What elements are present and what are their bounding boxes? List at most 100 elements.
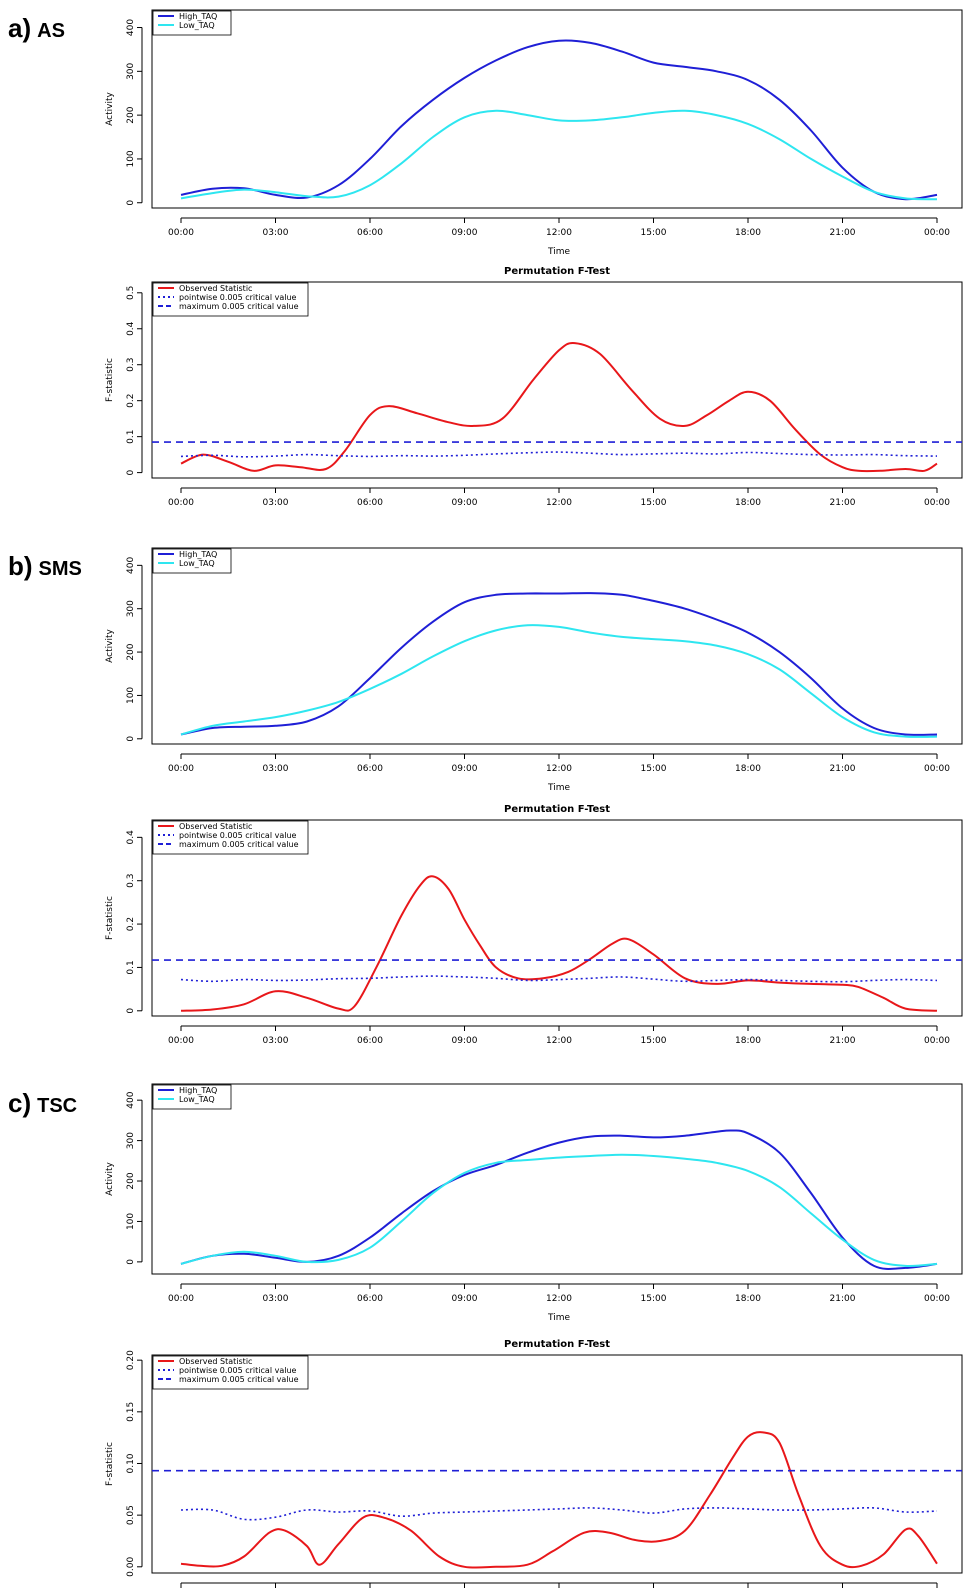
y-tick-label: 200 [126,1172,136,1189]
legend-label: maximum 0.005 critical value [179,302,299,311]
f-test-chart-as: Permutation F-Test 00:00 03:00 06:00 09:00 12… [105,266,963,508]
f-test-chart-sms: Permutation F-Test 00:00 03:00 06:00 09:00 12… [105,804,963,1046]
y-tick-label: 0.1 [126,429,136,443]
series-line-low-taq [180,109,938,201]
y-tick-label: 400 [126,1091,136,1108]
y-tick-label: 0 [126,200,136,206]
legend-label: maximum 0.005 critical value [179,1375,299,1384]
y-tick-label: 100 [126,687,136,704]
legend-label: pointwise 0.005 critical value [179,293,297,302]
x-tick-label: 15:00 [641,498,667,508]
activity-chart-tsc: 00:00 03:00 06:00 09:00 12:00 15:00 18:00 21:00… [105,1083,963,1323]
series-line-observed-statistic [180,875,938,1012]
series-line-high-taq [180,1129,938,1270]
legend-label: High_TAQ [179,550,217,559]
activity-chart-as: 00:00 03:00 06:00 09:00 12:00 15:00 18:00 21:00… [105,9,963,257]
y-axis-label: Activity [105,92,115,126]
legend-label: High_TAQ [179,1086,217,1095]
x-tick-label: 12:00 [546,228,572,238]
y-tick-label: 100 [126,150,136,167]
activity-chart-sms: 00:00 03:00 06:00 09:00 12:00 15:00 18:00 21:00… [105,547,963,793]
x-tick-label: 15:00 [641,1036,667,1046]
plot-frame [151,819,963,1017]
x-tick-label: 09:00 [452,1036,478,1046]
x-tick-label: 00:00 [168,1294,194,1304]
x-axis-label: Time [547,247,570,257]
legend-box [152,1355,309,1390]
x-tick-label: 15:00 [641,1294,667,1304]
x-tick-label: 06:00 [357,1036,383,1046]
x-tick-label: 00:00 [924,764,950,774]
x-tick-label: 12:00 [546,1294,572,1304]
y-tick-label: 0 [126,736,136,742]
x-tick-label: 21:00 [830,1036,856,1046]
y-tick-label: 300 [126,600,136,617]
chart-title: Permutation F-Test [504,266,610,277]
plot-frame [151,281,963,479]
legend-label: Observed Statistic [179,1357,252,1366]
x-axis-label: Time [547,1313,570,1323]
legend-label: pointwise 0.005 critical value [179,831,297,840]
y-axis-label: F-statistic [105,358,115,402]
legend-label: Low_TAQ [179,559,215,568]
legend-box [152,10,232,36]
x-tick-label: 00:00 [168,498,194,508]
x-tick-label: 03:00 [263,228,289,238]
x-tick-label: 09:00 [452,228,478,238]
x-tick-label: 21:00 [830,228,856,238]
legend-label: Low_TAQ [179,1095,215,1104]
y-tick-label: 0 [126,1259,136,1265]
x-tick-label: 15:00 [641,764,667,774]
chart-title: Permutation F-Test [504,804,610,815]
legend-label: Observed Statistic [179,822,252,831]
x-tick-label: 21:00 [830,764,856,774]
y-tick-label: 0.15 [126,1402,136,1422]
x-tick-label: 18:00 [735,764,761,774]
y-axis-label: F-statistic [105,1442,115,1486]
x-tick-label: 12:00 [546,764,572,774]
series-line-high-taq [180,39,938,201]
x-tick-label: 09:00 [452,498,478,508]
legend-label: High_TAQ [179,12,217,21]
y-tick-label: 0 [126,469,136,475]
x-tick-label: 09:00 [452,1294,478,1304]
x-tick-label: 00:00 [924,1294,950,1304]
y-tick-label: 0.20 [126,1350,136,1370]
legend-box [152,820,309,855]
plot-frame [151,9,963,209]
y-tick-label: 0.2 [126,917,136,931]
chart-title: Permutation F-Test [504,1339,610,1350]
y-tick-label: 400 [126,556,136,573]
y-tick-label: 0.00 [126,1557,136,1577]
x-tick-label: 12:00 [546,1036,572,1046]
panel-label-a: a) AS [8,13,65,43]
x-tick-label: 18:00 [735,1294,761,1304]
plot-frame [151,1083,963,1275]
y-axis-label: F-statistic [105,896,115,940]
f-test-chart-tsc: Permutation F-Test00:0003:0006:0009:0012… [105,1339,963,1588]
legend-label: pointwise 0.005 critical value [179,1366,297,1375]
plot-frame [151,547,963,745]
x-tick-label: 00:00 [924,498,950,508]
y-tick-label: 100 [126,1213,136,1230]
x-axis-label: Time [547,783,570,793]
x-tick-label: 12:00 [546,498,572,508]
series-line-low-taq [180,1153,938,1268]
series-line-pointwise-0-005-critical-value [180,1506,938,1521]
y-tick-label: 300 [126,62,136,79]
y-tick-label: 0.5 [126,286,136,300]
x-tick-label: 03:00 [263,1036,289,1046]
y-tick-label: 300 [126,1132,136,1149]
panel-label-c: c) TSC [8,1088,77,1118]
legend-box [152,282,309,317]
y-tick-label: 0.4 [126,830,136,845]
x-tick-label: 06:00 [357,498,383,508]
x-tick-label: 06:00 [357,228,383,238]
x-tick-label: 18:00 [735,1036,761,1046]
